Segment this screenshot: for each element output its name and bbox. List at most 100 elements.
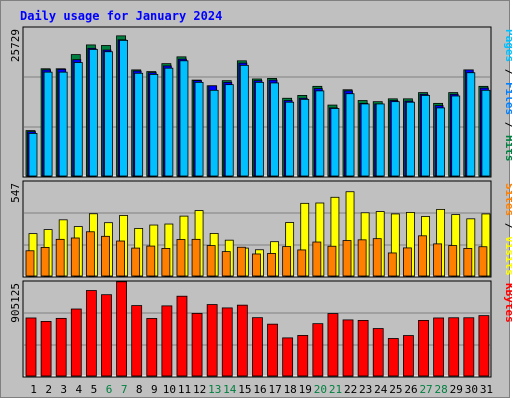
bar-kbytes-day-18 bbox=[282, 337, 294, 377]
bar-kbytes-day-24 bbox=[372, 328, 384, 377]
bar-sites-day-23 bbox=[357, 239, 367, 277]
bar-pages-day-30 bbox=[466, 72, 476, 177]
panel-1: 547 Sites / Visits bbox=[9, 180, 512, 278]
series-legend: Pages / Files / Hits bbox=[503, 29, 512, 162]
bar-pages-day-1 bbox=[28, 133, 38, 177]
bar-pages-day-8 bbox=[134, 72, 144, 177]
bar-sites-day-13 bbox=[206, 245, 216, 277]
x-tick-label-day-30: 30 bbox=[465, 383, 478, 396]
bar-pages-day-12 bbox=[194, 81, 204, 177]
bar-pages-day-14 bbox=[224, 84, 234, 177]
x-tick-label-day-9: 9 bbox=[151, 383, 158, 396]
bar-kbytes-day-28 bbox=[433, 317, 445, 377]
bar-pages-day-10 bbox=[164, 67, 174, 177]
chart-title: Daily usage for January 2024 bbox=[20, 9, 222, 23]
bar-kbytes-day-3 bbox=[55, 317, 67, 377]
bar-kbytes-day-8 bbox=[131, 305, 143, 377]
x-tick-label-day-31: 31 bbox=[480, 383, 493, 396]
bar-pages-day-28 bbox=[436, 107, 446, 177]
bar-pages-day-29 bbox=[451, 95, 461, 177]
x-tick-label-day-5: 5 bbox=[91, 383, 98, 396]
bar-kbytes-day-29 bbox=[448, 317, 460, 377]
bar-sites-day-12 bbox=[191, 238, 201, 277]
x-tick-label-day-26: 26 bbox=[404, 383, 417, 396]
bar-pages-day-9 bbox=[149, 74, 159, 177]
panel-2: 905125 KBytes bbox=[9, 280, 512, 378]
bar-kbytes-day-14 bbox=[221, 307, 233, 377]
x-tick-label-day-1: 1 bbox=[30, 383, 37, 396]
legend-entry: / bbox=[503, 62, 512, 82]
legend-entry: / bbox=[503, 115, 512, 135]
x-tick-label-day-21: 21 bbox=[329, 383, 342, 396]
chart-panels: 25729 Pages / Files / Hits 547 Sites / Visi… bbox=[9, 26, 512, 378]
x-tick-label-day-28: 28 bbox=[435, 383, 448, 396]
bar-kbytes-day-4 bbox=[70, 308, 82, 377]
x-tick-label-day-27: 27 bbox=[419, 383, 432, 396]
x-tick-label-day-7: 7 bbox=[121, 383, 128, 396]
legend-entry: KBytes bbox=[503, 283, 512, 323]
bar-sites-day-5 bbox=[85, 231, 95, 277]
x-tick-label-day-3: 3 bbox=[60, 383, 67, 396]
bar-sites-day-17 bbox=[267, 253, 276, 277]
x-tick-label-day-18: 18 bbox=[284, 383, 297, 396]
bar-sites-day-22 bbox=[342, 240, 352, 277]
bar-kbytes-day-27 bbox=[418, 320, 429, 377]
bar-kbytes-day-10 bbox=[161, 305, 173, 377]
bar-pages-day-3 bbox=[58, 71, 68, 177]
bar-kbytes-day-26 bbox=[403, 335, 414, 377]
bar-pages-day-17 bbox=[270, 82, 279, 177]
bar-sites-day-16 bbox=[252, 253, 261, 277]
bar-pages-day-11 bbox=[179, 60, 189, 177]
bar-sites-day-30 bbox=[463, 248, 473, 277]
bar-sites-day-11 bbox=[176, 239, 186, 277]
x-tick-label-day-14: 14 bbox=[223, 383, 237, 396]
bar-kbytes-day-5 bbox=[85, 290, 97, 377]
bar-pages-day-21 bbox=[330, 108, 340, 177]
bar-sites-day-6 bbox=[101, 235, 110, 277]
x-tick-label-day-13: 13 bbox=[208, 383, 221, 396]
bar-sites-day-2 bbox=[40, 247, 50, 277]
y-axis-max-label: 905125 bbox=[9, 283, 22, 323]
bar-pages-day-18 bbox=[285, 101, 295, 177]
x-tick-label-day-25: 25 bbox=[389, 383, 402, 396]
bar-sites-day-7 bbox=[116, 240, 125, 277]
bar-sites-day-31 bbox=[478, 246, 488, 277]
x-tick-label-day-23: 23 bbox=[359, 383, 372, 396]
x-tick-label-day-8: 8 bbox=[136, 383, 143, 396]
x-tick-label-day-19: 19 bbox=[299, 383, 312, 396]
bar-kbytes-day-12 bbox=[191, 312, 203, 377]
bar-pages-day-5 bbox=[88, 49, 98, 177]
bar-kbytes-day-25 bbox=[387, 338, 399, 377]
bar-pages-day-25 bbox=[390, 101, 400, 177]
bar-kbytes-day-16 bbox=[252, 317, 263, 377]
x-tick-label-day-24: 24 bbox=[374, 383, 388, 396]
bar-kbytes-day-19 bbox=[297, 335, 309, 377]
bar-kbytes-day-15 bbox=[236, 304, 248, 377]
bar-sites-day-15 bbox=[236, 246, 246, 277]
x-tick-label-day-16: 16 bbox=[253, 383, 266, 396]
bar-pages-day-13 bbox=[209, 89, 219, 177]
x-tick-label-day-2: 2 bbox=[45, 383, 52, 396]
bar-kbytes-day-6 bbox=[101, 294, 112, 377]
bar-kbytes-day-9 bbox=[146, 318, 158, 377]
bar-pages-day-22 bbox=[345, 93, 355, 177]
x-tick-label-day-11: 11 bbox=[178, 383, 191, 396]
bar-sites-day-21 bbox=[327, 245, 337, 277]
x-tick-label-day-10: 10 bbox=[163, 383, 176, 396]
bar-sites-day-24 bbox=[372, 238, 382, 277]
legend-entry: Files bbox=[503, 82, 512, 115]
bar-kbytes-day-20 bbox=[312, 323, 324, 377]
y-axis-max-label: 25729 bbox=[9, 29, 22, 62]
legend-entry: Sites bbox=[503, 183, 512, 216]
bar-sites-day-29 bbox=[448, 245, 458, 277]
y-axis-max-label: 547 bbox=[9, 183, 22, 203]
bar-sites-day-1 bbox=[25, 250, 35, 277]
bar-kbytes-day-21 bbox=[327, 313, 339, 377]
x-tick-label-day-4: 4 bbox=[76, 383, 83, 396]
bar-pages-day-7 bbox=[119, 39, 128, 177]
bar-sites-day-27 bbox=[418, 235, 427, 277]
bar-pages-day-26 bbox=[406, 101, 415, 177]
bar-pages-day-15 bbox=[239, 64, 249, 177]
bar-kbytes-day-2 bbox=[40, 321, 52, 377]
